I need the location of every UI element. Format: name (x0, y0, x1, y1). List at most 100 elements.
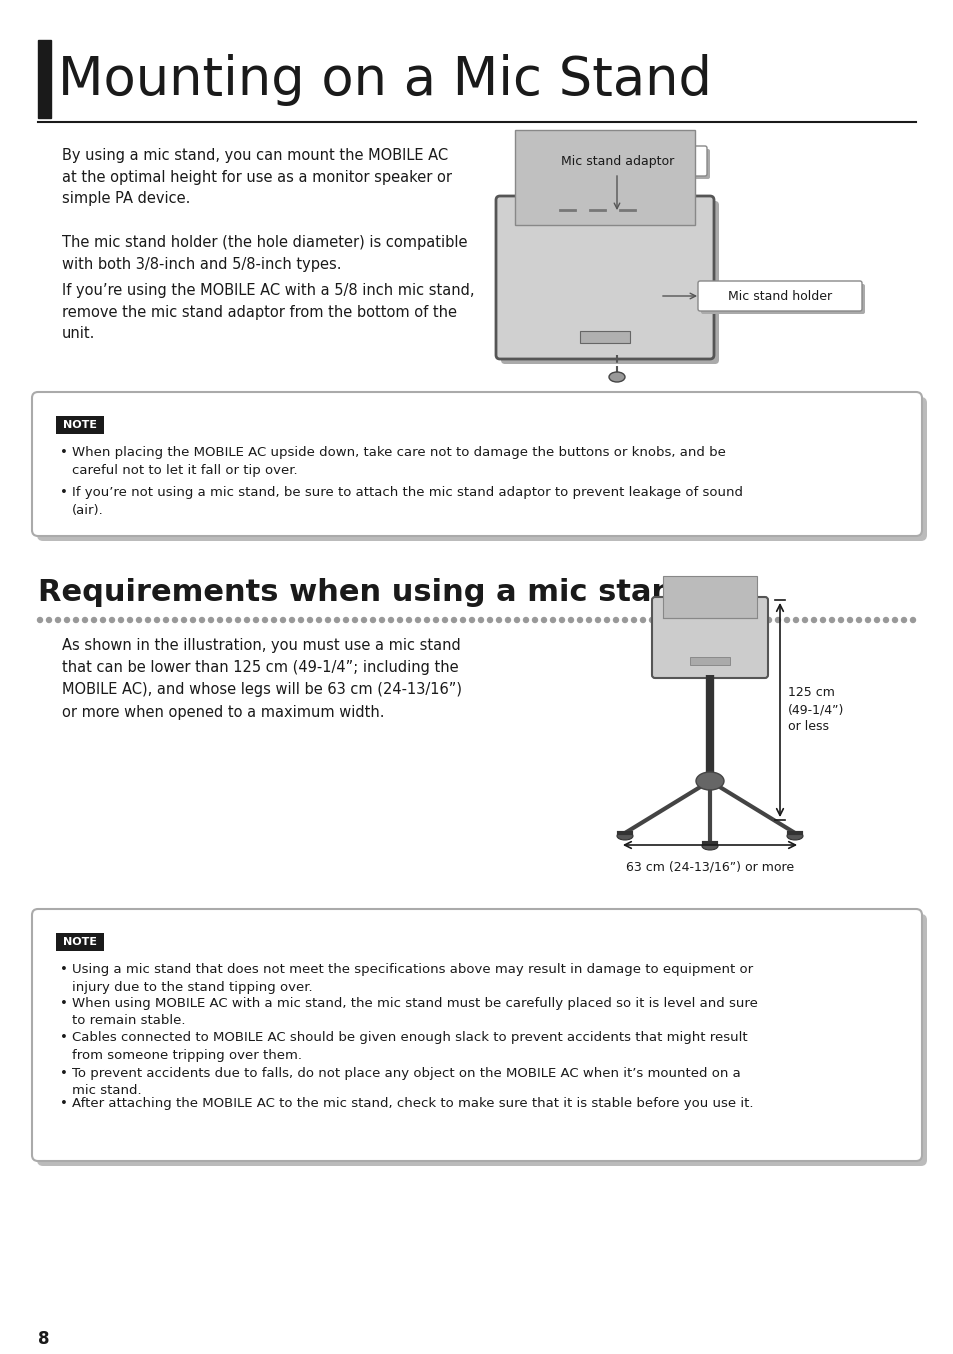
Circle shape (478, 617, 483, 623)
Circle shape (550, 617, 555, 623)
Text: •: • (60, 445, 68, 459)
Text: Mounting on a Mic Stand: Mounting on a Mic Stand (58, 54, 711, 106)
Text: 63 cm (24-13/16”) or more: 63 cm (24-13/16”) or more (625, 861, 793, 873)
Text: When placing the MOBILE AC upside down, take care not to damage the buttons or k: When placing the MOBILE AC upside down, … (71, 445, 725, 477)
Circle shape (864, 617, 869, 623)
Circle shape (325, 617, 330, 623)
Text: If you’re using the MOBILE AC with a 5/8 inch mic stand,
remove the mic stand ad: If you’re using the MOBILE AC with a 5/8… (62, 283, 474, 341)
Text: 125 cm
(49-1/4”)
or less: 125 cm (49-1/4”) or less (787, 686, 843, 734)
Circle shape (720, 617, 726, 623)
FancyBboxPatch shape (37, 397, 926, 542)
Circle shape (146, 617, 151, 623)
FancyBboxPatch shape (700, 284, 864, 314)
Circle shape (217, 617, 222, 623)
Circle shape (793, 617, 798, 623)
Circle shape (558, 617, 564, 623)
Circle shape (685, 617, 690, 623)
Circle shape (828, 617, 834, 623)
Bar (662, 575, 757, 617)
Circle shape (154, 617, 159, 623)
Circle shape (65, 617, 70, 623)
Circle shape (388, 617, 393, 623)
Circle shape (604, 617, 609, 623)
Circle shape (846, 617, 852, 623)
Circle shape (416, 617, 420, 623)
Circle shape (110, 617, 114, 623)
Circle shape (55, 617, 60, 623)
Text: The mic stand holder (the hole diameter) is compatible
with both 3/8-inch and 5/: The mic stand holder (the hole diameter)… (62, 236, 467, 272)
Text: •: • (60, 963, 68, 976)
FancyBboxPatch shape (37, 914, 926, 1166)
Circle shape (702, 617, 708, 623)
Ellipse shape (786, 831, 802, 839)
Circle shape (783, 617, 789, 623)
Text: •: • (60, 486, 68, 500)
Bar (579, 330, 629, 343)
Ellipse shape (608, 372, 624, 382)
Circle shape (514, 617, 519, 623)
Circle shape (47, 617, 51, 623)
Circle shape (712, 617, 717, 623)
Text: •: • (60, 1097, 68, 1110)
Bar (515, 130, 695, 225)
Circle shape (496, 617, 501, 623)
Circle shape (316, 617, 321, 623)
FancyBboxPatch shape (698, 282, 862, 311)
Text: Cables connected to MOBILE AC should be given enough slack to prevent accidents : Cables connected to MOBILE AC should be … (71, 1030, 747, 1062)
Circle shape (226, 617, 232, 623)
FancyBboxPatch shape (531, 149, 709, 179)
Circle shape (163, 617, 169, 623)
Circle shape (649, 617, 654, 623)
Text: If you’re not using a mic stand, be sure to attach the mic stand adaptor to prev: If you’re not using a mic stand, be sure… (71, 486, 742, 517)
Text: Requirements when using a mic stand: Requirements when using a mic stand (38, 578, 694, 607)
Circle shape (370, 617, 375, 623)
Circle shape (128, 617, 132, 623)
Circle shape (613, 617, 618, 623)
Text: Mic stand adaptor: Mic stand adaptor (560, 154, 674, 168)
Circle shape (532, 617, 537, 623)
Ellipse shape (617, 831, 633, 839)
Circle shape (191, 617, 195, 623)
Circle shape (181, 617, 186, 623)
Circle shape (658, 617, 662, 623)
Circle shape (639, 617, 645, 623)
Circle shape (343, 617, 348, 623)
Circle shape (262, 617, 267, 623)
Circle shape (730, 617, 735, 623)
Circle shape (739, 617, 743, 623)
Circle shape (298, 617, 303, 623)
Bar (56, 416, 104, 435)
Circle shape (307, 617, 313, 623)
FancyBboxPatch shape (496, 196, 713, 359)
Circle shape (801, 617, 806, 623)
Circle shape (280, 617, 285, 623)
Circle shape (100, 617, 106, 623)
Circle shape (361, 617, 366, 623)
Circle shape (244, 617, 250, 623)
Text: To prevent accidents due to falls, do not place any object on the MOBILE AC when: To prevent accidents due to falls, do no… (71, 1067, 740, 1098)
Circle shape (451, 617, 456, 623)
Circle shape (91, 617, 96, 623)
Circle shape (352, 617, 357, 623)
Circle shape (379, 617, 384, 623)
Circle shape (289, 617, 294, 623)
Circle shape (622, 617, 627, 623)
Text: •: • (60, 1067, 68, 1080)
Circle shape (765, 617, 771, 623)
Circle shape (442, 617, 447, 623)
Circle shape (694, 617, 699, 623)
Circle shape (757, 617, 761, 623)
FancyBboxPatch shape (651, 597, 767, 678)
Circle shape (397, 617, 402, 623)
Text: •: • (60, 997, 68, 1010)
Text: NOTE: NOTE (63, 937, 97, 946)
Ellipse shape (696, 772, 723, 789)
Circle shape (748, 617, 753, 623)
Bar (56, 933, 104, 951)
Circle shape (469, 617, 474, 623)
Circle shape (487, 617, 492, 623)
Text: •: • (60, 1030, 68, 1044)
Circle shape (118, 617, 123, 623)
Circle shape (811, 617, 816, 623)
FancyBboxPatch shape (527, 146, 706, 176)
